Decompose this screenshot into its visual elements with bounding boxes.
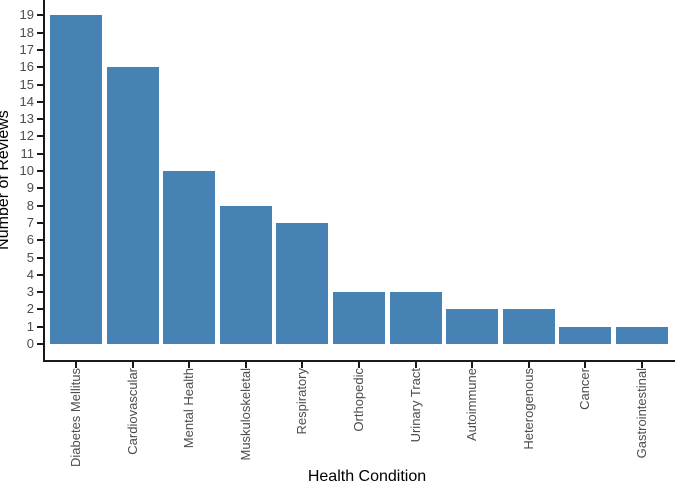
bar <box>276 222 329 344</box>
y-tick-mark <box>37 31 43 34</box>
bar <box>106 67 159 344</box>
y-tick-mark <box>37 221 43 224</box>
x-tick-label: Heterogenous <box>520 368 536 450</box>
y-tick-mark <box>37 152 43 155</box>
y-tick-mark <box>37 256 43 259</box>
x-tick-label: Urinary Tract <box>407 368 423 443</box>
x-tick-mark <box>414 362 417 368</box>
y-tick-mark <box>37 291 43 294</box>
y-tick-label: 15 <box>19 76 34 92</box>
y-tick-mark <box>37 83 43 86</box>
y-tick-label: 4 <box>26 266 34 282</box>
x-tick-label: Diabetes Mellitus <box>68 368 83 467</box>
x-tick-mark <box>188 362 191 368</box>
y-tick-label: 6 <box>26 232 34 248</box>
y-tick-label: 0 <box>26 336 34 351</box>
y-tick-label: 2 <box>26 301 34 317</box>
y-tick-label: 14 <box>19 93 34 109</box>
y-tick-label: 3 <box>26 284 34 300</box>
y-tick-label: 10 <box>19 163 34 178</box>
x-tick-mark <box>301 362 304 368</box>
x-tick-mark <box>358 362 360 368</box>
bar <box>50 15 102 344</box>
y-tick-label: 1 <box>26 318 34 334</box>
y-axis-title: Number of Reviews <box>0 110 12 250</box>
x-tick-mark <box>641 362 643 368</box>
bar <box>616 326 668 344</box>
y-tick-mark <box>37 239 43 242</box>
y-tick-mark <box>37 48 43 51</box>
x-tick-mark <box>471 362 474 368</box>
x-tick-label: Cancer <box>577 368 593 410</box>
y-tick-mark <box>37 325 43 328</box>
x-tick-label: Respiratory <box>294 368 310 435</box>
y-tick-mark <box>37 308 43 311</box>
y-tick-label: 19 <box>19 7 34 23</box>
x-tick-label: Gastrointestinal <box>634 368 649 459</box>
x-tick-mark <box>75 362 77 368</box>
bar <box>389 292 442 344</box>
y-tick-mark <box>37 118 43 121</box>
y-tick-label: 12 <box>19 128 34 144</box>
y-tick-label: 16 <box>19 59 34 75</box>
x-tick-label: Mental Health <box>181 368 197 449</box>
bar <box>502 309 555 344</box>
y-tick-label: 5 <box>26 249 34 265</box>
x-tick-mark <box>584 362 587 368</box>
bar <box>333 292 385 344</box>
bar <box>219 205 272 344</box>
y-tick-label: 9 <box>26 180 34 196</box>
x-tick-mark <box>131 362 134 368</box>
x-tick-mark <box>244 362 247 368</box>
y-tick-mark <box>37 135 43 138</box>
y-tick-mark <box>37 204 43 207</box>
x-axis-title: Health Condition <box>307 468 427 485</box>
bar <box>446 309 499 344</box>
y-tick-mark <box>37 14 43 17</box>
y-tick-mark <box>37 170 43 172</box>
y-axis-line <box>43 0 45 362</box>
y-tick-mark <box>37 273 43 276</box>
y-tick-mark <box>37 343 43 345</box>
x-tick-label: Autoimmune <box>464 368 480 441</box>
x-tick-label: Cardiovascular <box>124 368 140 455</box>
y-tick-label: 17 <box>19 41 34 57</box>
y-tick-label: 11 <box>20 145 35 161</box>
y-tick-mark <box>37 187 43 190</box>
y-tick-mark <box>37 100 43 103</box>
x-tick-label: Muskuloskeletal <box>237 368 253 461</box>
y-tick-label: 18 <box>19 24 34 40</box>
bar <box>559 326 612 344</box>
y-tick-label: 13 <box>19 111 34 127</box>
y-tick-label: 8 <box>26 197 34 213</box>
x-axis-line <box>43 360 675 362</box>
x-tick-label: Orthopedic <box>351 368 366 432</box>
y-tick-mark <box>37 66 43 69</box>
bar <box>163 171 216 344</box>
y-tick-label: 7 <box>26 214 34 230</box>
x-tick-mark <box>527 362 530 368</box>
